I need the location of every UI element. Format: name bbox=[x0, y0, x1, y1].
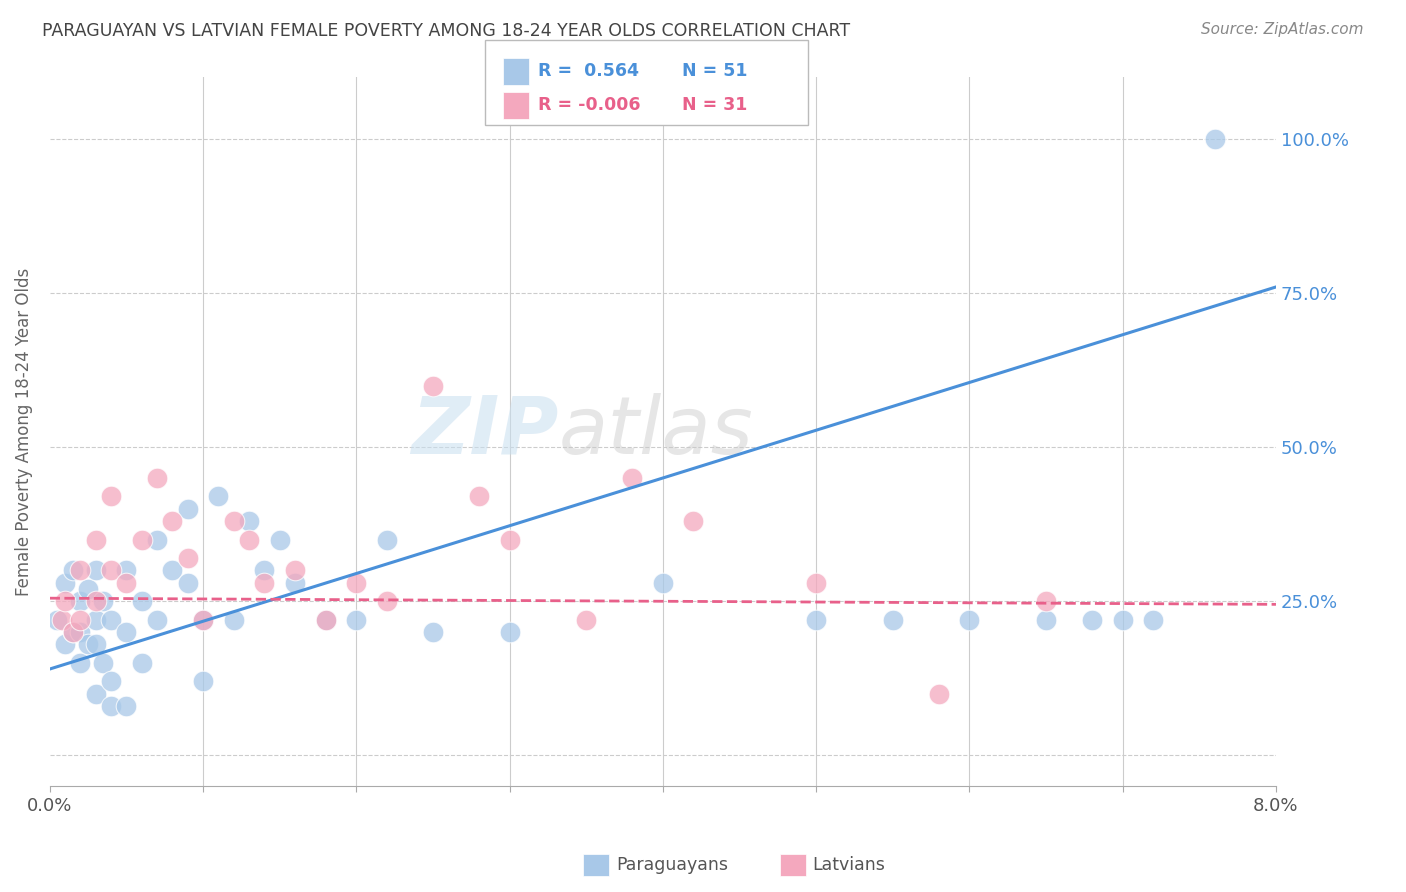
Point bbox=[115, 564, 138, 578]
Point bbox=[131, 656, 153, 670]
Point bbox=[928, 687, 950, 701]
Point bbox=[621, 471, 644, 485]
Text: N = 51: N = 51 bbox=[682, 62, 748, 80]
Point bbox=[131, 533, 153, 547]
Point bbox=[46, 613, 69, 627]
Point bbox=[62, 625, 84, 640]
Point bbox=[498, 625, 520, 640]
Point bbox=[1204, 132, 1226, 146]
Point bbox=[100, 613, 122, 627]
Point bbox=[238, 533, 260, 547]
Text: Latvians: Latvians bbox=[813, 856, 886, 874]
Point bbox=[238, 514, 260, 528]
Point bbox=[253, 575, 276, 590]
Point bbox=[651, 575, 673, 590]
Y-axis label: Female Poverty Among 18-24 Year Olds: Female Poverty Among 18-24 Year Olds bbox=[15, 268, 32, 596]
Point bbox=[84, 637, 107, 651]
Point bbox=[269, 533, 291, 547]
Point bbox=[146, 471, 169, 485]
Point bbox=[222, 613, 245, 627]
Point bbox=[422, 378, 444, 392]
Point bbox=[53, 575, 76, 590]
Point bbox=[344, 613, 367, 627]
Point bbox=[191, 613, 214, 627]
Point bbox=[468, 490, 491, 504]
Point bbox=[53, 637, 76, 651]
Point bbox=[1142, 613, 1164, 627]
Point bbox=[84, 533, 107, 547]
Point bbox=[77, 637, 100, 651]
Point bbox=[146, 613, 169, 627]
Point bbox=[115, 625, 138, 640]
Point bbox=[207, 490, 229, 504]
Point bbox=[100, 490, 122, 504]
Point bbox=[315, 613, 337, 627]
Text: Paraguayans: Paraguayans bbox=[616, 856, 728, 874]
Point bbox=[69, 594, 91, 608]
Point bbox=[375, 594, 398, 608]
Text: R =  0.564: R = 0.564 bbox=[538, 62, 640, 80]
Point bbox=[1111, 613, 1133, 627]
Point bbox=[84, 613, 107, 627]
Point bbox=[176, 551, 198, 566]
Point bbox=[344, 575, 367, 590]
Point bbox=[100, 699, 122, 714]
Point bbox=[84, 564, 107, 578]
Point bbox=[84, 594, 107, 608]
Point bbox=[69, 613, 91, 627]
Point bbox=[284, 575, 307, 590]
Point bbox=[69, 564, 91, 578]
Text: Source: ZipAtlas.com: Source: ZipAtlas.com bbox=[1201, 22, 1364, 37]
Text: atlas: atlas bbox=[558, 392, 754, 471]
Point bbox=[162, 514, 184, 528]
Point bbox=[53, 594, 76, 608]
Point bbox=[91, 656, 114, 670]
Point bbox=[315, 613, 337, 627]
Point bbox=[100, 674, 122, 689]
Text: R = -0.006: R = -0.006 bbox=[538, 96, 641, 114]
Point bbox=[176, 575, 198, 590]
Point bbox=[100, 564, 122, 578]
Point bbox=[69, 625, 91, 640]
Point bbox=[91, 594, 114, 608]
Text: PARAGUAYAN VS LATVIAN FEMALE POVERTY AMONG 18-24 YEAR OLDS CORRELATION CHART: PARAGUAYAN VS LATVIAN FEMALE POVERTY AMO… bbox=[42, 22, 851, 40]
Point bbox=[682, 514, 704, 528]
Text: ZIP: ZIP bbox=[411, 392, 558, 471]
Point bbox=[498, 533, 520, 547]
Point bbox=[69, 656, 91, 670]
Point bbox=[1035, 613, 1057, 627]
Point bbox=[146, 533, 169, 547]
Point bbox=[62, 564, 84, 578]
Point bbox=[284, 564, 307, 578]
Point bbox=[51, 613, 73, 627]
Point bbox=[575, 613, 598, 627]
Point bbox=[62, 625, 84, 640]
Point bbox=[375, 533, 398, 547]
Point bbox=[191, 613, 214, 627]
Point bbox=[1081, 613, 1104, 627]
Point bbox=[422, 625, 444, 640]
Point bbox=[162, 564, 184, 578]
Point bbox=[115, 699, 138, 714]
Point bbox=[176, 501, 198, 516]
Point bbox=[804, 575, 827, 590]
Point bbox=[115, 575, 138, 590]
Point bbox=[84, 687, 107, 701]
Text: N = 31: N = 31 bbox=[682, 96, 747, 114]
Point bbox=[191, 674, 214, 689]
Point bbox=[253, 564, 276, 578]
Point bbox=[1035, 594, 1057, 608]
Point bbox=[957, 613, 980, 627]
Point bbox=[131, 594, 153, 608]
Point bbox=[882, 613, 904, 627]
Point bbox=[222, 514, 245, 528]
Point bbox=[804, 613, 827, 627]
Point bbox=[77, 582, 100, 596]
